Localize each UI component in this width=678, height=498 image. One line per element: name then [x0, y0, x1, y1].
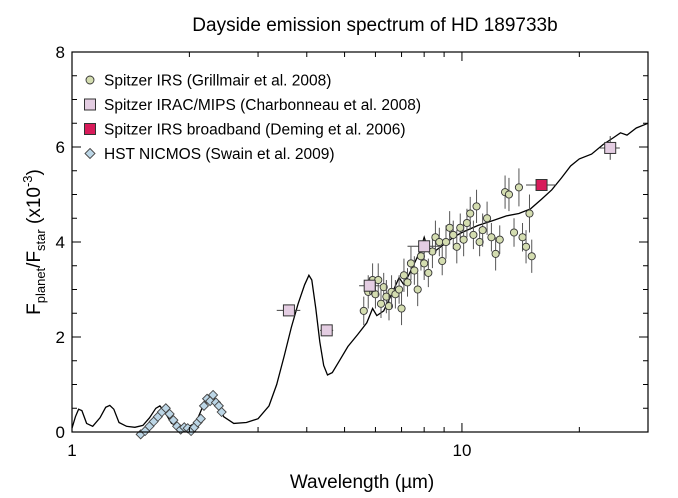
y-axis-label-unit: (x10 — [24, 187, 45, 229]
data-point — [216, 406, 227, 418]
series-2 — [526, 179, 556, 191]
data-point — [452, 242, 461, 251]
data-point — [399, 271, 408, 280]
y-axis-label: Fplanet/Fstar (x10-3) — [20, 169, 48, 315]
data-point — [456, 223, 465, 232]
data-point — [521, 242, 531, 251]
data-point — [478, 226, 487, 235]
x-axis: 1 10 — [67, 52, 649, 460]
y-tick-label: 2 — [56, 328, 65, 347]
legend-label-1: Spitzer IRAC/MIPS (Charbonneau et al. 20… — [104, 97, 421, 114]
y-axis-label-slash: /F — [24, 251, 45, 268]
data-point — [487, 233, 496, 242]
y-tick-label: 6 — [56, 138, 65, 157]
series-1 — [276, 136, 620, 337]
data-point — [509, 228, 519, 237]
data-point — [164, 408, 175, 420]
data-point — [413, 285, 422, 294]
y-axis-label-exp: -3 — [20, 175, 35, 187]
data-point — [527, 252, 536, 261]
legend-label-0: Spitzer IRS (Grillmair et al. 2008) — [104, 73, 331, 90]
y-axis-label-close: ) — [24, 169, 45, 175]
data-point — [469, 230, 478, 239]
data-point — [459, 235, 468, 244]
y-tick-label: 4 — [56, 233, 65, 252]
data-point — [374, 275, 383, 285]
data-point — [424, 268, 433, 277]
data-point — [445, 223, 454, 232]
data-point — [198, 400, 210, 412]
data-point — [403, 278, 412, 287]
x-tick-label: 1 — [67, 441, 76, 460]
data-point — [514, 183, 523, 192]
data-point — [195, 413, 206, 424]
data-point — [483, 214, 492, 223]
data-point — [376, 299, 386, 308]
series-0 — [359, 168, 536, 326]
y-tick-label: 0 — [56, 423, 65, 442]
data-point — [472, 202, 481, 211]
legend: Spitzer IRS (Grillmair et al. 2008) Spitz… — [84, 73, 421, 163]
data-point — [435, 237, 444, 247]
data-point — [363, 279, 376, 292]
data-point — [410, 266, 419, 275]
data-point — [379, 283, 388, 292]
data-point — [168, 414, 179, 426]
data-point — [359, 306, 368, 315]
data-point — [604, 141, 617, 154]
y-axis: 0 2 4 6 8 — [56, 43, 648, 442]
plot-area — [71, 122, 649, 440]
legend-marker-3 — [84, 147, 96, 160]
legend-marker-1 — [84, 98, 96, 111]
data-point — [395, 285, 404, 294]
data-point — [495, 235, 504, 244]
data-point — [320, 324, 333, 337]
data-point — [491, 249, 500, 258]
data-point — [535, 179, 548, 191]
data-point — [504, 190, 514, 199]
legend-marker-2 — [84, 123, 96, 135]
legend-marker-0 — [85, 75, 95, 85]
data-point — [282, 304, 295, 317]
x-axis-label: Wavelength (µm) — [290, 472, 434, 493]
data-point — [441, 237, 451, 247]
data-point — [420, 259, 429, 268]
y-axis-label-sub1: planet — [33, 267, 48, 303]
data-point — [418, 240, 431, 253]
data-point — [525, 209, 534, 218]
legend-label-3: HST NICMOS (Swain et al. 2009) — [104, 146, 335, 163]
legend-label-2: Spitzer IRS broadband (Deming et al. 200… — [104, 122, 406, 139]
data-point — [438, 256, 447, 266]
data-point — [382, 292, 391, 301]
data-point — [416, 252, 426, 261]
data-point — [397, 304, 406, 313]
data-point — [462, 218, 472, 228]
series-3 — [135, 389, 227, 440]
data-point — [384, 302, 394, 311]
data-point — [207, 389, 219, 401]
y-axis-label-sub2: star — [33, 229, 48, 251]
y-axis-label-f1: F — [24, 303, 45, 315]
data-point — [406, 259, 416, 268]
data-point — [466, 209, 475, 218]
x-tick-label: 10 — [452, 441, 471, 460]
data-point — [518, 233, 527, 242]
data-point — [475, 237, 484, 247]
y-tick-label: 8 — [56, 43, 65, 62]
model-spectrum-line — [71, 122, 649, 429]
chart-title: Dayside emission spectrum of HD 189733b — [192, 15, 557, 36]
data-point — [449, 230, 458, 239]
